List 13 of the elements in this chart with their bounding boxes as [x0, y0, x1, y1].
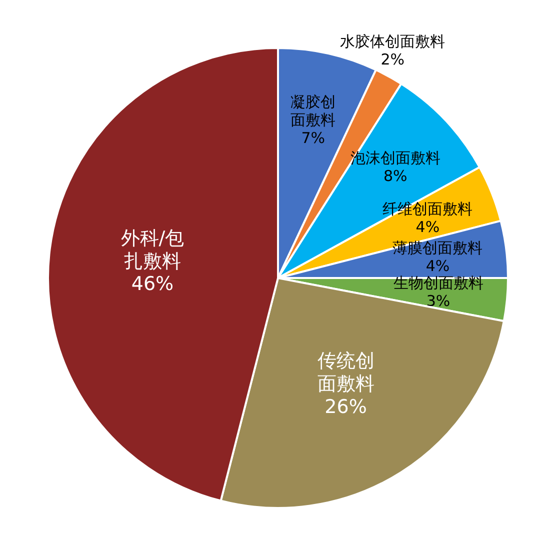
data-label: 3%: [426, 292, 450, 310]
data-label: 26%: [324, 396, 367, 418]
data-label: 4%: [416, 218, 440, 236]
data-label: 4%: [426, 256, 450, 275]
slice-label: 外科/包扎敷料: [120, 228, 184, 272]
slice-label: 凝胶创面敷料: [290, 92, 336, 129]
data-label: 8%: [383, 166, 408, 185]
data-label: 46%: [131, 273, 174, 296]
data-label: 2%: [380, 50, 405, 69]
slice-label: 传统创面敷料: [317, 350, 374, 396]
slice-label: 生物创面敷料: [393, 274, 484, 292]
data-label: 7%: [301, 128, 326, 147]
slice-label: 水胶体创面敷料: [340, 32, 446, 51]
